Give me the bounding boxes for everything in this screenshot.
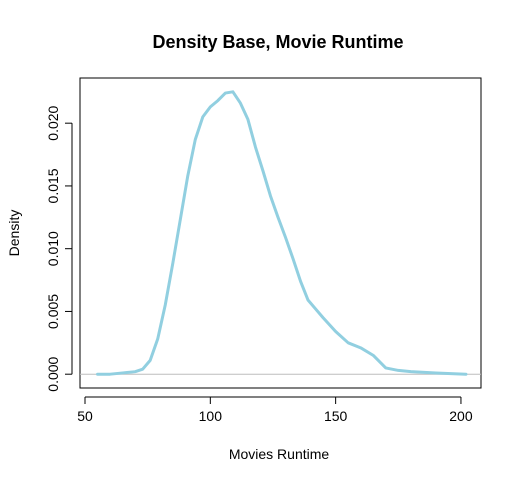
density-curve xyxy=(96,90,468,376)
x-tick-label: 150 xyxy=(324,408,348,424)
y-tick-label: 0.000 xyxy=(45,356,61,391)
y-axis: 0.000 0.005 0.010 0.015 0.020 xyxy=(45,105,73,392)
y-tick-label: 0.005 xyxy=(45,294,61,329)
y-axis-label: Density xyxy=(6,210,22,257)
plot-frame xyxy=(79,77,482,389)
x-tick-label: 200 xyxy=(449,408,473,424)
x-tick-label: 100 xyxy=(199,408,223,424)
x-tick-label: 50 xyxy=(77,408,93,424)
x-axis: 50 100 150 200 xyxy=(77,396,473,424)
y-tick-label: 0.010 xyxy=(45,231,61,266)
y-tick-label: 0.020 xyxy=(45,105,61,140)
x-axis-label: Movies Runtime xyxy=(229,446,330,462)
chart-title: Density Base, Movie Runtime xyxy=(152,32,403,52)
y-tick-label: 0.015 xyxy=(45,168,61,203)
